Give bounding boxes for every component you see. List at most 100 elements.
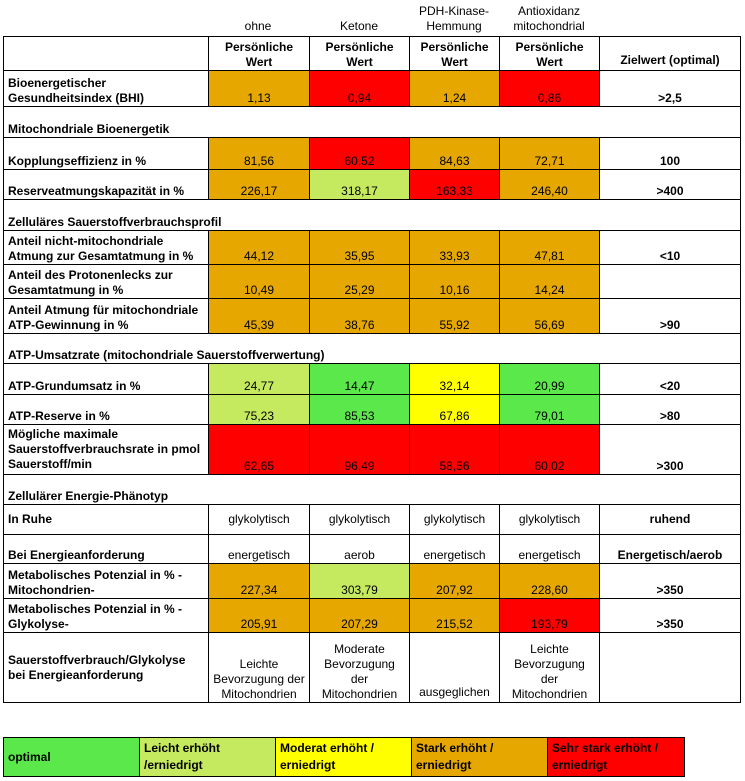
row-label: ATP-Reserve in %: [3, 394, 209, 425]
row-label: Bioenergetischer Gesundheitsindex (BHI): [3, 70, 209, 107]
value-cell: 163,33: [409, 169, 500, 200]
value-cell: 44,12: [208, 230, 310, 265]
target-cell: >2,5: [599, 70, 741, 107]
target-cell: >90: [599, 298, 741, 334]
column-header-label: ohne: [244, 19, 272, 33]
legend-item-sehr-stark: Sehr stark erhöht / erniedrigt: [547, 737, 685, 777]
value-cell: 14,47: [309, 363, 410, 395]
value-cell: aerob: [309, 534, 410, 564]
personal-value-header: Persönliche Wert: [499, 36, 600, 71]
value-cell: 0,86: [499, 70, 600, 107]
value-cell: 228,60: [499, 563, 600, 599]
row-label: ATP-Grundumsatz in %: [3, 363, 209, 395]
value-cell: 10,49: [208, 264, 310, 299]
row-label: Sauerstoffverbrauch/Glykolyse bei Energi…: [3, 632, 209, 703]
target-cell: [599, 264, 741, 299]
value-cell: Leichte Bevorzugung der Mitochondrien: [208, 632, 310, 703]
table-header-row: Persönliche Wert Persönliche Wert Persön…: [3, 36, 741, 71]
value-cell: 81,56: [208, 137, 310, 170]
target-cell: <20: [599, 363, 741, 395]
value-cell: 47,81: [499, 230, 600, 265]
personal-value-header: Persönliche Wert: [309, 36, 410, 71]
row-label: Metabolisches Potenzial in % - Glykolyse…: [3, 598, 209, 633]
table-row-kopplung: Kopplungseffizienz in % 81,56 60,52 84,6…: [3, 137, 741, 170]
target-cell: ruhend: [599, 504, 741, 535]
row-label: Anteil des Protonenlecks zur Gesamtatmun…: [3, 264, 209, 299]
column-header-label: mitochondrial: [513, 19, 585, 33]
target-cell: >300: [599, 424, 741, 475]
value-cell: energetisch: [499, 534, 600, 564]
target-cell: >80: [599, 394, 741, 425]
section-row: Zelluläres Sauerstoffverbrauchsprofil: [3, 199, 741, 231]
value-cell: 75,23: [208, 394, 310, 425]
column-header-ketone: Ketone: [309, 0, 409, 36]
table-row-reserve: Reserveatmungskapazität in % 226,17 318,…: [3, 169, 741, 200]
value-cell: glykolytisch: [309, 504, 410, 535]
target-cell: 100: [599, 137, 741, 170]
section-row: Mitochondriale Bioenergetik: [3, 106, 741, 138]
table-row-grundumsatz: ATP-Grundumsatz in % 24,77 14,47 32,14 2…: [3, 363, 741, 395]
value-cell: 24,77: [208, 363, 310, 395]
value-cell: 1,13: [208, 70, 310, 107]
row-label: Anteil nicht-mitochondriale Atmung zur G…: [3, 230, 209, 265]
target-cell: Energetisch/aerob: [599, 534, 741, 564]
empty-header-cell: [3, 36, 209, 71]
color-legend: optimal Leicht erhöht /erniedrigt Modera…: [3, 737, 685, 777]
column-header-label: Antioxidanz: [517, 4, 581, 18]
value-cell: 55,92: [409, 298, 500, 334]
value-cell: glykolytisch: [208, 504, 310, 535]
value-cell: 72,71: [499, 137, 600, 170]
value-cell: energetisch: [208, 534, 310, 564]
value-cell: 207,92: [409, 563, 500, 599]
table-row-maximal: Mögliche maximale Sauerstoffverbrauchsra…: [3, 424, 741, 475]
value-cell: 25,29: [309, 264, 410, 299]
value-cell: 0,94: [309, 70, 410, 107]
row-label: Anteil Atmung für mitochondriale ATP-Gew…: [3, 298, 209, 334]
row-label: Bei Energieanforderung: [3, 534, 209, 564]
table-row-pot-mito: Metabolisches Potenzial in % - Mitochond…: [3, 563, 741, 599]
target-header: Zielwert (optimal): [599, 36, 741, 71]
value-cell: glykolytisch: [409, 504, 500, 535]
value-cell: 14,24: [499, 264, 600, 299]
row-label: Kopplungseffizienz in %: [3, 137, 209, 170]
value-cell: 20,99: [499, 363, 600, 395]
value-cell: 96,49: [309, 424, 410, 475]
column-header-label: Hemmung: [426, 19, 482, 33]
value-cell: 215,52: [409, 598, 500, 633]
section-title: Zellulärer Energie-Phänotyp: [3, 474, 741, 505]
column-header-pdh: PDH-Kinase- Hemmung: [409, 0, 499, 36]
value-cell: 60,02: [499, 424, 600, 475]
table-row-ruhe: In Ruhe glykolytisch glykolytisch glykol…: [3, 504, 741, 535]
legend-item-leicht: Leicht erhöht /erniedrigt: [139, 737, 276, 777]
value-cell: 35,95: [309, 230, 410, 265]
value-cell: ausgeglichen: [409, 632, 500, 703]
section-title: ATP-Umsatzrate (mitochondriale Sauerstof…: [3, 333, 741, 364]
personal-value-header: Persönliche Wert: [208, 36, 310, 71]
table-row-atp-reserve: ATP-Reserve in % 75,23 85,53 67,86 79,01…: [3, 394, 741, 425]
value-cell: 84,63: [409, 137, 500, 170]
value-cell: 1,24: [409, 70, 500, 107]
value-cell: 56,69: [499, 298, 600, 334]
value-cell: glykolytisch: [499, 504, 600, 535]
row-label: Metabolisches Potenzial in % - Mitochond…: [3, 563, 209, 599]
value-cell: 207,29: [309, 598, 410, 633]
value-cell: 33,93: [409, 230, 500, 265]
value-cell: 62,65: [208, 424, 310, 475]
value-cell: 246,40: [499, 169, 600, 200]
table-row-pot-glyko: Metabolisches Potenzial in % - Glykolyse…: [3, 598, 741, 633]
target-cell: >400: [599, 169, 741, 200]
personal-value-header: Persönliche Wert: [409, 36, 500, 71]
row-label: Mögliche maximale Sauerstoffverbrauchsra…: [3, 424, 209, 475]
value-cell: 67,86: [409, 394, 500, 425]
section-title: Mitochondriale Bioenergetik: [3, 106, 741, 138]
section-title: Zelluläres Sauerstoffverbrauchsprofil: [3, 199, 741, 231]
value-cell: 303,79: [309, 563, 410, 599]
column-header-label: Ketone: [339, 19, 379, 33]
value-cell: energetisch: [409, 534, 500, 564]
table-row-bhi: Bioenergetischer Gesundheitsindex (BHI) …: [3, 70, 741, 107]
target-cell: >350: [599, 598, 741, 633]
row-label: In Ruhe: [3, 504, 209, 535]
table-row-protonen: Anteil des Protonenlecks zur Gesamtatmun…: [3, 264, 741, 299]
section-row: Zellulärer Energie-Phänotyp: [3, 474, 741, 505]
column-header-antioxidanz: Antioxidanz mitochondrial: [499, 0, 599, 36]
